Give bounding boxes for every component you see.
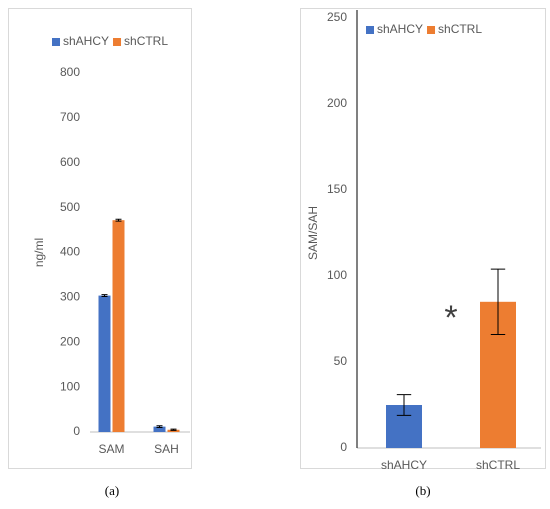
error-bar [170,428,177,431]
y-tick-label: 250 [327,10,347,24]
caption: (b) [415,483,430,498]
panel-border [300,8,546,469]
y-tick-label: 400 [60,245,80,259]
y-tick-label: 50 [334,354,348,368]
panel-border [8,8,192,469]
legend-label: shAHCY [377,22,423,36]
y-tick-label: 0 [340,440,347,454]
y-tick-label: 200 [60,334,80,348]
x-tick-label: SAM [98,442,124,456]
error-bar [115,218,122,222]
caption: (a) [105,483,119,498]
y-tick-label: 100 [327,268,347,282]
legend-label: shAHCY [63,34,109,48]
y-tick-label: 0 [73,424,80,438]
y-tick-label: 600 [60,155,80,169]
y-tick-label: 200 [327,96,347,110]
legend-swatch [366,26,374,34]
y-tick-label: 500 [60,200,80,214]
x-tick-label: shCTRL [476,458,520,472]
y-axis-label: ng/ml [32,238,46,267]
error-bar [156,425,163,429]
y-tick-label: 150 [327,182,347,196]
bar [112,220,125,432]
legend-label: shCTRL [438,22,482,36]
x-tick-label: SAH [154,442,179,456]
y-axis-label: SAM/SAH [306,206,320,260]
y-tick-label: 800 [60,65,80,79]
error-bar [101,294,108,297]
x-tick-label: shAHCY [381,458,427,472]
error-bar [490,268,506,335]
legend-swatch [427,26,436,34]
legend-swatch [113,38,122,46]
legend-label: shCTRL [124,34,168,48]
y-tick-label: 300 [60,290,80,304]
legend-swatch [52,38,60,46]
error-bar [396,394,412,416]
bar [98,295,111,432]
bar [153,426,166,432]
y-tick-label: 700 [60,110,80,124]
y-tick-label: 100 [60,379,80,393]
annotation: * [444,299,457,337]
